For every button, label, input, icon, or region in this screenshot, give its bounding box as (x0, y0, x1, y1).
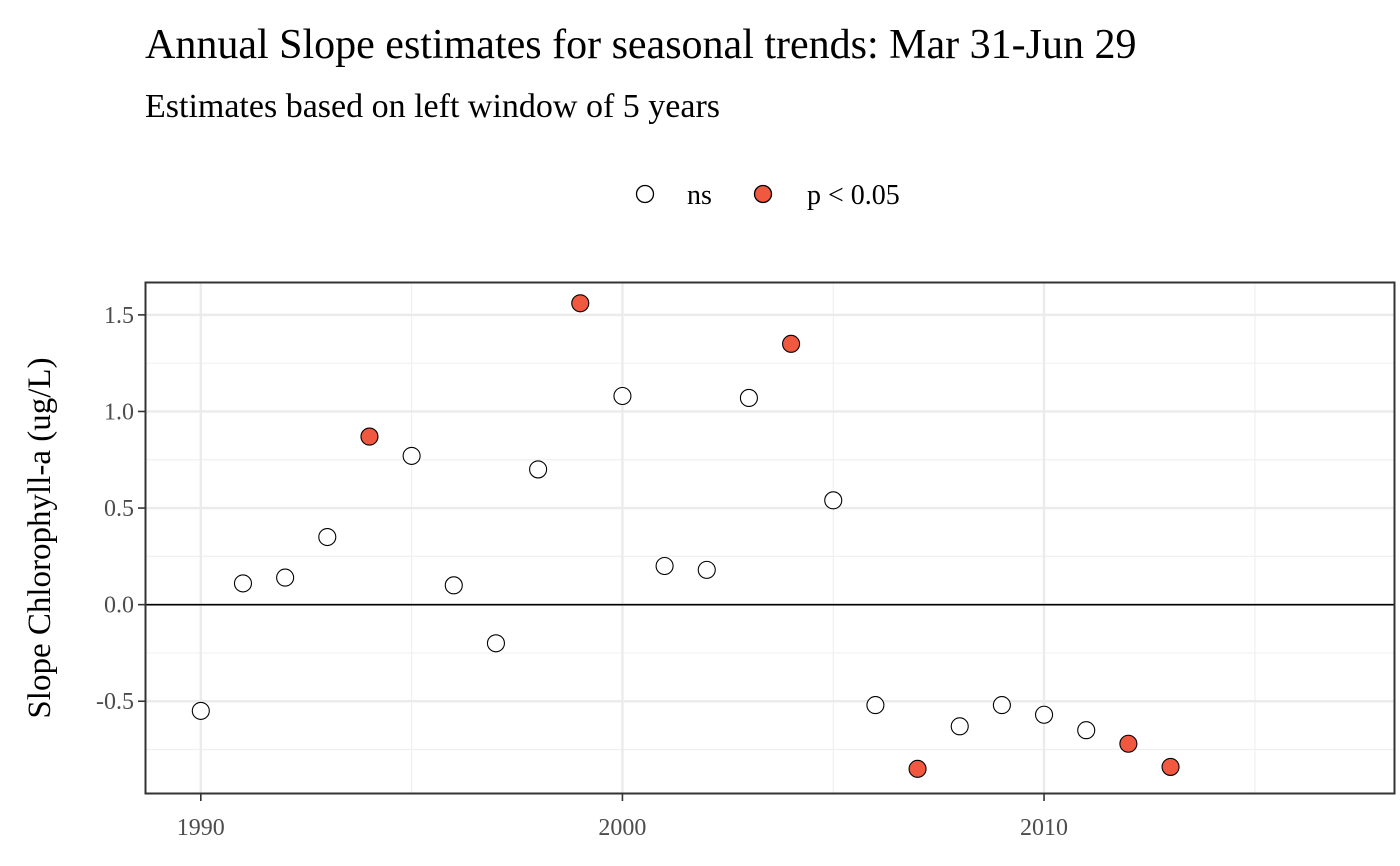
data-point-ns (1035, 705, 1054, 724)
y-tick-label: 0.0 (104, 593, 134, 619)
x-tick-label: 2000 (598, 815, 646, 841)
data-point-ns (613, 386, 632, 406)
x-tick-label: 2010 (1020, 815, 1068, 841)
data-point-ns (739, 388, 758, 407)
data-point-ns (950, 717, 969, 736)
data-point-ns (824, 491, 843, 510)
chart-subtitle: Estimates based on left window of 5 year… (145, 88, 720, 125)
legend: ns p < 0.05 (635, 180, 900, 211)
x-axis: 1990 2000 2010 (177, 794, 1068, 841)
data-point-ns (866, 696, 885, 715)
data-point-ns (697, 560, 716, 579)
data-point-ns (191, 701, 210, 720)
data-point-significant (1161, 757, 1180, 776)
chart-title: Annual Slope estimates for seasonal tren… (145, 22, 1136, 68)
y-tick-label: 1.5 (104, 303, 134, 329)
data-point-significant (360, 427, 379, 446)
data-point-ns (444, 576, 463, 595)
data-point-ns (1077, 721, 1096, 740)
panel-border (144, 281, 1396, 795)
y-axis-title: Slope Chlorophyll-a (ug/L) (22, 357, 58, 718)
y-tick-label: 0.5 (104, 496, 134, 522)
data-point-significant (908, 759, 927, 778)
y-tick-label: -0.5 (96, 689, 134, 715)
y-tick-label: 1.0 (104, 399, 134, 425)
data-point-significant (782, 334, 801, 353)
data-point-ns (318, 527, 337, 547)
data-point-significant (1119, 734, 1138, 753)
x-tick-label: 1990 (177, 815, 225, 841)
data-point-ns (992, 696, 1011, 715)
legend-key-significant (753, 184, 773, 204)
data-points (191, 294, 1180, 778)
data-point-ns (402, 446, 421, 465)
legend-label-ns: ns (687, 180, 712, 211)
data-point-ns (655, 556, 674, 576)
y-axis: -0.5 0.0 0.5 1.0 1.5 (96, 303, 145, 715)
data-point-ns (233, 574, 253, 593)
legend-label-significant: p < 0.05 (807, 180, 900, 211)
legend-key-ns (635, 184, 655, 204)
data-point-ns (529, 460, 548, 479)
data-point-significant (571, 294, 590, 313)
data-point-ns (486, 634, 505, 653)
data-point-ns (276, 568, 295, 587)
